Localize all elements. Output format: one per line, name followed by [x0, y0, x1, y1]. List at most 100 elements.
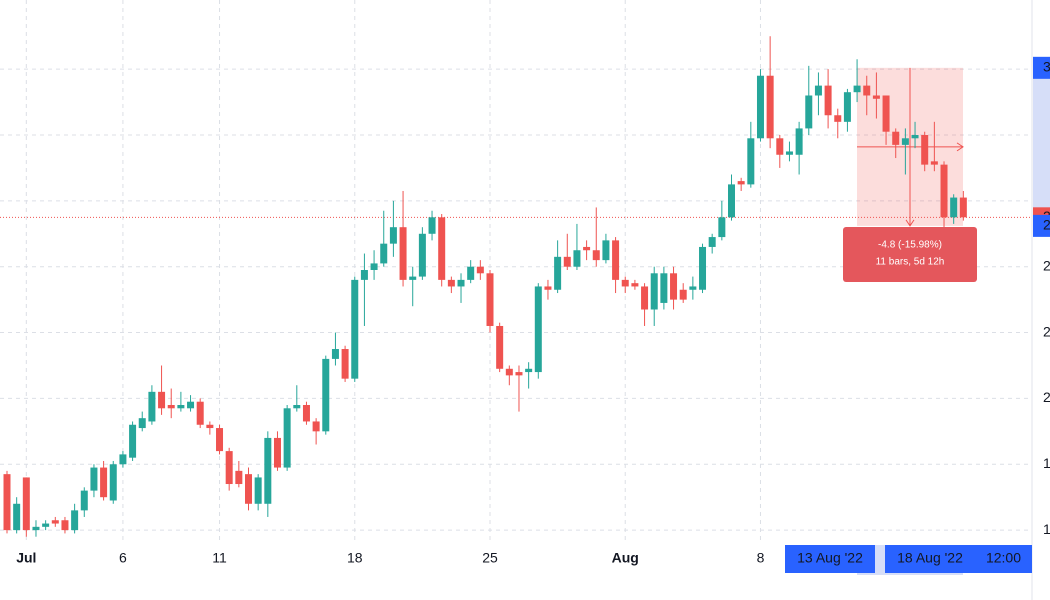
- candle-body: [196, 401, 204, 425]
- candle-body: [592, 250, 600, 261]
- candle-body: [409, 276, 417, 280]
- candle-body: [486, 273, 494, 326]
- measure-label: 11 bars, 5d 12h: [876, 257, 945, 268]
- candle-body: [747, 138, 755, 185]
- candle-body: [766, 75, 774, 139]
- candle-body: [447, 279, 455, 287]
- candle-body: [940, 164, 948, 218]
- candle-body: [109, 464, 117, 501]
- candle-body: [737, 181, 745, 185]
- time-range-label-bg: [975, 545, 1032, 573]
- candle-body: [882, 95, 890, 132]
- candle-body: [699, 246, 707, 290]
- candle-body: [583, 246, 591, 251]
- y-tick-label: 22: [1043, 323, 1050, 339]
- time-range-label: 18 Aug '22: [897, 550, 963, 566]
- candle-body: [534, 286, 542, 373]
- candle-body: [322, 358, 330, 432]
- price-range-highlight: [1033, 67, 1050, 226]
- y-tick-label: 16: [1043, 521, 1050, 537]
- time-range-label-bg: [785, 545, 875, 573]
- candle-body: [80, 490, 88, 511]
- price-range-label: 25.24: [1043, 217, 1050, 233]
- candle-body: [312, 421, 320, 432]
- measure-label-box: [843, 227, 977, 282]
- candle-body: [389, 227, 397, 244]
- candle-body: [22, 477, 30, 531]
- candle-body: [273, 437, 281, 468]
- candle-body: [911, 135, 919, 139]
- measure-arrow-head: [956, 142, 964, 152]
- candle-body: [457, 279, 465, 287]
- candle-body: [360, 270, 368, 280]
- measure-label: -4.8 (-15.98%): [878, 240, 942, 251]
- y-tick-label: 20: [1043, 389, 1050, 405]
- candle-body: [930, 161, 938, 165]
- candle-body: [428, 217, 436, 234]
- candle-body: [631, 283, 639, 287]
- candle-body: [138, 418, 146, 429]
- candle-body: [119, 454, 127, 465]
- candle-body: [621, 279, 629, 287]
- x-tick-label: 18: [347, 550, 363, 566]
- candle-body: [331, 349, 339, 359]
- candle-body: [129, 424, 137, 458]
- candle-body: [42, 523, 50, 527]
- candle-body: [505, 368, 513, 376]
- candle-body: [708, 237, 716, 247]
- candle-body: [950, 197, 958, 218]
- y-tick-label: 18: [1043, 455, 1050, 471]
- candle-body: [863, 85, 871, 96]
- x-tick-label: Aug: [612, 550, 639, 566]
- candle-body: [418, 233, 426, 277]
- candle-body: [834, 115, 842, 122]
- candle-body: [467, 266, 475, 280]
- candle-body: [901, 138, 909, 145]
- candle-body: [245, 474, 252, 504]
- x-tick-label: 11: [212, 550, 227, 566]
- candle-body: [476, 266, 484, 274]
- x-tick-label: 6: [119, 550, 127, 566]
- candle-body: [61, 520, 69, 531]
- measure-arrow-head: [905, 219, 915, 227]
- candle-body: [370, 263, 378, 270]
- candle-body: [872, 95, 880, 99]
- candle-body: [496, 325, 504, 369]
- candle-body: [843, 92, 851, 122]
- candle-body: [689, 286, 697, 290]
- candle-body: [216, 428, 224, 452]
- candle-body: [544, 286, 552, 290]
- candle-body: [785, 151, 793, 155]
- candle-body: [302, 405, 310, 422]
- candle-body: [90, 467, 98, 491]
- candle-body: [187, 401, 195, 409]
- candle-body: [959, 197, 967, 218]
- candle-body: [921, 135, 929, 165]
- candle-body: [892, 131, 900, 145]
- candle-body: [293, 405, 301, 409]
- candle-body: [650, 273, 658, 310]
- candle-body: [756, 75, 764, 139]
- candle-body: [399, 227, 407, 280]
- candle-body: [264, 437, 272, 504]
- candle-body: [814, 85, 822, 96]
- candle-body: [718, 217, 726, 238]
- candle-body: [254, 477, 262, 504]
- candle-body: [148, 391, 156, 422]
- candle-body: [660, 273, 668, 303]
- candle-body: [670, 273, 678, 300]
- candle-body: [563, 256, 571, 267]
- candle-body: [573, 250, 581, 267]
- candle-body: [158, 391, 166, 409]
- price-range-label-bg: [1033, 214, 1050, 237]
- candle-body: [641, 286, 649, 310]
- candle-body: [554, 256, 562, 290]
- candle-body: [795, 128, 803, 155]
- price-range-label-bg: [1033, 56, 1050, 79]
- candle-body: [525, 368, 533, 373]
- candle-body: [206, 424, 214, 429]
- candle-body: [612, 240, 620, 280]
- x-tick-label: 8: [757, 550, 765, 566]
- candle-body: [515, 372, 523, 376]
- price-range-label: 30.04: [1043, 59, 1050, 75]
